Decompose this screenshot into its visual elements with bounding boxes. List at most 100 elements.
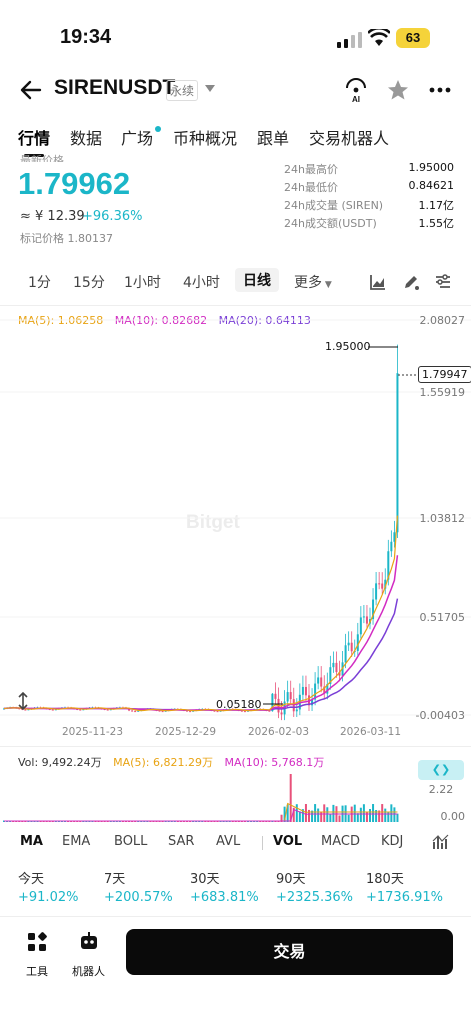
candle-body — [240, 710, 243, 712]
indicator-kdj[interactable]: KDJ — [381, 834, 404, 849]
candle-body — [344, 645, 347, 663]
candle-body — [158, 710, 161, 712]
tab-overview[interactable]: 币种概况 — [173, 129, 238, 148]
ma20-line — [3, 598, 399, 711]
bitget-watermark: Bitget — [186, 512, 240, 533]
chart-style-icon[interactable] — [369, 273, 387, 291]
volume-bar — [298, 811, 301, 822]
stat-value: 1.95000 — [408, 161, 455, 174]
low-price-label: 0.05180 — [216, 698, 262, 711]
tab-market[interactable]: 行情 — [18, 129, 51, 148]
indicator-settings-icon[interactable] — [432, 833, 450, 851]
volume-bar — [384, 808, 387, 822]
resize-handle-icon[interactable] — [16, 692, 30, 710]
indicator-boll[interactable]: BOLL — [114, 834, 148, 849]
volume-bars-svg — [3, 774, 399, 822]
status-bar: 19:34 63 — [0, 0, 471, 70]
volume-bar — [320, 812, 323, 822]
volume-bar — [301, 809, 304, 822]
tools-icon — [28, 932, 47, 951]
indicator-ma[interactable]: MA — [20, 834, 43, 849]
interval-1m[interactable]: 1分 — [28, 275, 51, 291]
price-axis-label: 1.03812 — [419, 512, 466, 525]
ai-float-button[interactable]: ❮❯ 2.22 — [418, 760, 464, 796]
interval-bar: 1分 15分 1小时 4小时 日线 更多 ▼ — [0, 266, 471, 298]
candle-body — [280, 712, 283, 715]
candle-body — [286, 692, 289, 702]
candle-body — [338, 672, 341, 676]
volume-bar — [356, 813, 359, 822]
indicator-ema[interactable]: EMA — [62, 834, 91, 849]
tab-data[interactable]: 数据 — [70, 129, 103, 148]
candle-body — [82, 709, 85, 711]
price-axis-label: 2.08027 — [419, 314, 466, 327]
volume-legend: Vol: 9,492.24万 MA(5): 6,821.29万 MA(10): … — [18, 754, 332, 770]
volume-bar — [359, 807, 362, 822]
vol-ma10-legend: MA(10): 5,768.1万 — [224, 756, 325, 769]
favorite-star-icon[interactable] — [386, 78, 410, 102]
volume-chart[interactable]: Vol: 9,492.24万 MA(5): 6,821.29万 MA(10): … — [0, 746, 471, 824]
indicator-vol[interactable]: VOL — [273, 834, 303, 849]
indicator-avl[interactable]: AVL — [216, 834, 241, 849]
chart-settings-icon[interactable] — [434, 273, 452, 291]
stat-row: 24h成交额(USDT) 1.55亿 — [284, 215, 454, 233]
candle-body — [387, 551, 390, 580]
robot-button[interactable]: 机器人 — [72, 931, 105, 979]
stat-value: 1.55亿 — [418, 217, 455, 230]
volume-bar — [381, 804, 384, 822]
divider — [0, 305, 471, 306]
high-price-label: 1.95000 — [325, 340, 371, 353]
candlestick-chart[interactable]: MA(5): 1.06258 MA(10): 0.82682 MA(20): 0… — [0, 306, 471, 746]
clock: 19:34 — [60, 26, 112, 48]
candle-body — [103, 709, 106, 711]
interval-more[interactable]: 更多 ▼ — [294, 272, 332, 292]
interval-1h[interactable]: 1小时 — [124, 275, 161, 291]
perf-30d: 30天 +683.81% — [190, 868, 259, 905]
candle-body — [390, 541, 393, 552]
interval-daily[interactable]: 日线 — [235, 268, 279, 292]
volume-bar — [317, 808, 320, 822]
candle-body — [356, 634, 359, 651]
candle-body — [274, 693, 277, 699]
interval-4h[interactable]: 4小时 — [183, 275, 220, 291]
tab-trading-bot[interactable]: 交易机器人 — [309, 129, 390, 148]
perf-value: +200.57% — [104, 890, 173, 905]
stat-label: 24h成交额(USDT) — [284, 217, 377, 230]
candle-body — [243, 711, 246, 713]
price-axis-label: -0.00403 — [415, 709, 465, 722]
volume-bar — [396, 813, 399, 822]
candle-body — [375, 583, 378, 600]
performance-row: 今天 +91.02% 7天 +200.57% 30天 +683.81% 90天 … — [0, 864, 471, 908]
tab-copy-trading[interactable]: 跟单 — [257, 129, 290, 148]
indicator-macd[interactable]: MACD — [321, 834, 360, 849]
candle-body — [393, 532, 396, 542]
candle-body — [323, 686, 326, 694]
last-price-label: 最新价格 — [20, 154, 64, 162]
back-arrow-icon[interactable] — [18, 77, 44, 103]
tools-button[interactable]: 工具 — [26, 931, 48, 979]
indicator-bar: MA EMA BOLL SAR AVL VOL MACD KDJ — [0, 828, 471, 856]
candle-body — [186, 710, 188, 712]
change-percent: +96.36% — [82, 209, 143, 224]
interval-15m[interactable]: 15分 — [73, 275, 105, 291]
perf-value: +91.02% — [18, 890, 79, 905]
indicator-sar[interactable]: SAR — [168, 834, 195, 849]
pair-title[interactable]: SIRENUSDT — [54, 76, 176, 99]
candle-body — [24, 709, 27, 711]
battery-indicator: 63 — [396, 28, 430, 48]
tab-square[interactable]: 广场 — [121, 129, 154, 148]
ai-float-icon: ❮❯ — [431, 763, 451, 776]
more-options-icon[interactable] — [428, 80, 452, 100]
perf-today: 今天 +91.02% — [18, 868, 78, 905]
ai-assistant-icon[interactable]: AI — [343, 78, 369, 104]
candle-body — [54, 709, 57, 711]
candle-body — [396, 373, 399, 533]
chevron-down-icon[interactable] — [205, 85, 215, 93]
trade-button[interactable]: 交易 — [126, 929, 453, 975]
stat-label: 24h成交量 (SIREN) — [284, 199, 384, 212]
candle-body — [332, 662, 335, 668]
candle-body — [365, 616, 368, 624]
vol-ma5-line — [4, 802, 398, 822]
drawing-pen-icon[interactable] — [402, 273, 420, 291]
volume-bar — [387, 812, 390, 822]
